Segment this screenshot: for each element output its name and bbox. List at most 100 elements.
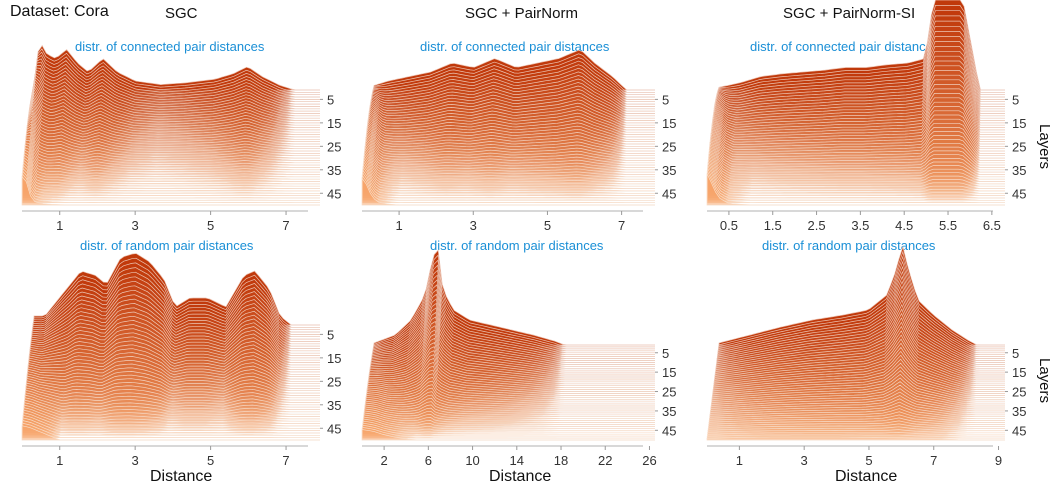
ridge-layer-10 [23, 402, 320, 420]
ridge-layer-7 [23, 159, 320, 192]
ridge-layer-5 [362, 165, 655, 196]
ridge-layer-28 [28, 104, 320, 142]
x-tick-label: 5 [207, 218, 214, 233]
layer-tick-label: 35 [662, 163, 676, 178]
ridge-layer-3 [362, 171, 655, 201]
layer-tick-label: 25 [662, 385, 676, 400]
x-tick-label: 1 [736, 453, 743, 468]
ridge-layer-17 [365, 136, 655, 168]
x-tick-label: 7 [282, 453, 289, 468]
x-tick-label: 7 [282, 218, 289, 233]
ridge-layer-7 [363, 160, 655, 192]
x-axis-label: Distance [489, 468, 552, 485]
layer-tick-label: 45 [1012, 186, 1026, 201]
x-tick-label: 1 [56, 218, 63, 233]
layer-tick-label: 25 [1012, 385, 1026, 400]
column-title-pairnorm: SGC + PairNorm [465, 5, 578, 22]
ridge-layer-1 [706, 173, 1005, 206]
panel-title: distr. of random pair distances [430, 238, 604, 253]
ridge-layer-7 [363, 416, 655, 429]
layer-tick-label: 45 [662, 423, 676, 438]
ridge-layer-12 [24, 397, 320, 415]
ridge-layer-15 [365, 141, 655, 173]
x-tick-label: 18 [554, 453, 568, 468]
ridge-layer-9 [708, 151, 1005, 187]
x-tick-label: 5 [544, 218, 551, 233]
ridge-layer-11 [24, 399, 320, 417]
ridge-layer-3 [22, 170, 320, 201]
ridge-layer-12 [709, 144, 1005, 180]
layer-tick-label: 35 [662, 404, 676, 419]
layer-tick-label: 15 [662, 116, 676, 131]
column-title-sgc: SGC [165, 5, 198, 22]
ridge-layer-6 [362, 163, 655, 194]
ridge-layer-8 [23, 156, 320, 189]
x-axis-label: Distance [150, 468, 213, 485]
ridge-layer-6 [22, 162, 320, 194]
ridge-layer-13 [709, 141, 1005, 178]
x-tick-label: 3 [470, 218, 477, 233]
ridge-layer-15 [710, 395, 1005, 414]
x-tick-label: 5 [207, 453, 214, 468]
panel-title: distr. of random pair distances [80, 238, 254, 253]
ridge-layer-4 [362, 168, 655, 199]
ridge-layer-10 [23, 151, 320, 185]
ridge-layer-10 [363, 153, 655, 185]
ridge-layer-4 [22, 167, 320, 199]
ridge-layer-9 [23, 154, 320, 187]
x-tick-label: 3 [801, 453, 808, 468]
ridge-layer-8 [708, 154, 1005, 189]
ridge-layer-21 [366, 128, 655, 159]
ridge-layer-18 [365, 134, 655, 166]
ridge-layer-14 [364, 143, 655, 175]
layer-tick-label: 5 [662, 346, 669, 361]
ridge-layer-16 [365, 138, 655, 171]
column-title-pairnorm-si: SGC + PairNorm-SI [783, 5, 916, 22]
x-tick-label: 3.5 [851, 218, 869, 233]
ridge-layer-11 [709, 146, 1005, 182]
layer-tick-label: 35 [1012, 404, 1026, 419]
x-tick-label: 1 [395, 218, 402, 233]
ridge-layer-8 [363, 158, 655, 189]
panel-title: distr. of random pair distances [762, 238, 936, 253]
ridge-layer-8 [363, 414, 655, 427]
ridge-layer-2 [21, 172, 320, 204]
ridgeline-panel: 0.5 1.5 2.5 3.5 4.5 5.5 6.5 5 15 25 35 45 [706, 0, 1026, 233]
x-tick-label: 14 [510, 453, 524, 468]
ridge-layer-24 [27, 115, 320, 152]
ridge-layer-17 [710, 388, 1005, 410]
ridge-layer-2 [361, 174, 655, 204]
ridge-layer-2 [21, 422, 320, 439]
ridge-layer-16 [710, 391, 1005, 412]
ridge-layer-1 [21, 175, 320, 206]
x-tick-label: 7 [618, 218, 625, 233]
x-tick-label: 10 [465, 453, 479, 468]
layer-tick-label: 35 [1012, 163, 1026, 178]
ridge-layer-20 [366, 130, 655, 161]
x-tick-label: 2.5 [808, 218, 826, 233]
layer-tick-label: 25 [1012, 139, 1026, 154]
panel-title: distr. of connected pair distances [750, 39, 940, 54]
ridge-layer-11 [24, 149, 320, 182]
layer-tick-label: 45 [662, 186, 676, 201]
x-tick-label: 1 [56, 453, 63, 468]
ridge-layer-1 [361, 177, 655, 206]
ridge-layer-6 [707, 159, 1005, 194]
x-tick-label: 7 [930, 453, 937, 468]
ridge-layer-25 [27, 112, 320, 150]
panel-title: distr. of connected pair distances [75, 39, 265, 54]
ridge-layer-14 [709, 139, 1005, 175]
layer-tick-label: 35 [327, 398, 341, 413]
ridge-layer-10 [363, 410, 655, 423]
ridge-layer-10 [708, 149, 1005, 185]
panel-title: distr. of connected pair distances [420, 39, 610, 54]
layer-tick-label: 5 [1012, 346, 1019, 361]
x-tick-label: 5 [865, 453, 872, 468]
ridge-layer-12 [364, 148, 655, 180]
ridge-layer-1 [361, 429, 655, 441]
layer-tick-label: 25 [327, 374, 341, 389]
